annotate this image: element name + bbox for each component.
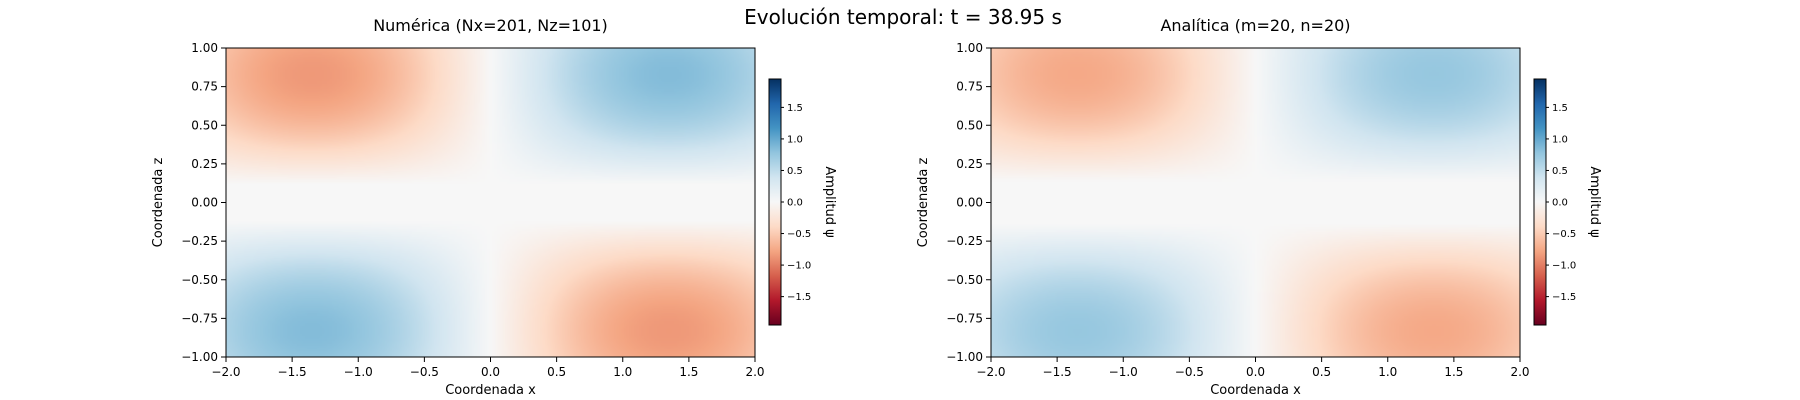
y-tick-label: 1.00 xyxy=(956,41,983,55)
x-tick-label: −2.0 xyxy=(211,365,240,379)
panel-title: Numérica (Nx=201, Nz=101) xyxy=(373,16,608,35)
y-tick-label: 0.25 xyxy=(191,157,218,171)
colorbar-tick-label: 0.5 xyxy=(1552,166,1568,177)
x-tick-label: 1.0 xyxy=(613,365,632,379)
y-tick-label: 0.50 xyxy=(956,118,983,132)
heatmap-image xyxy=(991,48,1520,357)
x-axis-label: Coordenada x xyxy=(445,383,536,398)
y-axis-label: Coordenada z xyxy=(916,157,931,247)
colorbar-tick-label: 0.0 xyxy=(1552,198,1568,209)
colorbar xyxy=(1533,78,1547,326)
x-tick-label: −1.0 xyxy=(1109,365,1138,379)
colorbar-tick-label: −1.5 xyxy=(787,292,811,303)
y-tick-label: −0.25 xyxy=(181,234,218,248)
x-axis-label: Coordenada x xyxy=(1210,383,1301,398)
x-tick-label: 1.5 xyxy=(679,365,698,379)
y-tick-label: −0.75 xyxy=(181,311,218,325)
x-tick-label: 0.5 xyxy=(547,365,566,379)
y-tick-label: 0.00 xyxy=(191,196,218,210)
y-tick-label: −0.50 xyxy=(946,273,983,287)
y-tick-label: 1.00 xyxy=(191,41,218,55)
colorbar xyxy=(768,78,782,326)
colorbar-tick-label: −1.0 xyxy=(1552,261,1576,272)
colorbar-tick-label: −1.0 xyxy=(787,261,811,272)
heatmap-panel-analitica: Analítica (m=20, n=20) −2.0 −1.5 −1.0 −0.5 0.… xyxy=(916,16,1602,398)
y-tick-label: 0.75 xyxy=(191,80,218,94)
heatmap-panel-numerica: Numérica (Nx=201, Nz=101) −2.0 −1.5 −1.0 −0.… xyxy=(151,16,837,398)
y-axis-label: Coordenada z xyxy=(151,157,166,247)
y-tick-label: 0.25 xyxy=(956,157,983,171)
colorbar-tick-label: −0.5 xyxy=(1552,229,1576,240)
y-tick-label: −1.00 xyxy=(181,350,218,364)
colorbar-tick-label: −0.5 xyxy=(787,229,811,240)
colorbar-tick-label: 1.0 xyxy=(787,134,803,145)
y-tick-label: −0.25 xyxy=(946,234,983,248)
y-tick-label: 0.75 xyxy=(956,80,983,94)
colorbar-tick-label: 0.0 xyxy=(787,198,803,209)
x-tick-label: −0.5 xyxy=(1175,365,1204,379)
x-tick-label: 0.0 xyxy=(481,365,500,379)
figure-suptitle: Evolución temporal: t = 38.95 s xyxy=(744,5,1062,29)
x-tick-label: −0.5 xyxy=(410,365,439,379)
x-tick-label: −1.5 xyxy=(1043,365,1072,379)
y-tick-label: −0.75 xyxy=(946,311,983,325)
colorbar-label: Amplitud ψ xyxy=(1587,166,1602,237)
x-tick-label: −1.0 xyxy=(344,365,373,379)
colorbar-tick-label: 1.0 xyxy=(1552,134,1568,145)
panel-title: Analítica (m=20, n=20) xyxy=(1160,16,1350,35)
y-tick-label: 0.00 xyxy=(956,196,983,210)
y-tick-label: 0.50 xyxy=(191,118,218,132)
heatmap-image xyxy=(226,48,755,357)
x-tick-label: 2.0 xyxy=(1510,365,1529,379)
x-tick-label: −1.5 xyxy=(278,365,307,379)
colorbar-label: Amplitud ψ xyxy=(822,166,837,237)
y-tick-label: −1.00 xyxy=(946,350,983,364)
y-tick-label: −0.50 xyxy=(181,273,218,287)
x-tick-label: −2.0 xyxy=(976,365,1005,379)
colorbar-tick-label: 1.5 xyxy=(1552,103,1568,114)
x-tick-label: 1.5 xyxy=(1444,365,1463,379)
x-tick-label: 0.5 xyxy=(1312,365,1331,379)
x-tick-label: 2.0 xyxy=(745,365,764,379)
x-tick-label: 0.0 xyxy=(1246,365,1265,379)
colorbar-tick-label: −1.5 xyxy=(1552,292,1576,303)
colorbar-tick-label: 1.5 xyxy=(787,103,803,114)
colorbar-tick-label: 0.5 xyxy=(787,166,803,177)
x-tick-label: 1.0 xyxy=(1378,365,1397,379)
